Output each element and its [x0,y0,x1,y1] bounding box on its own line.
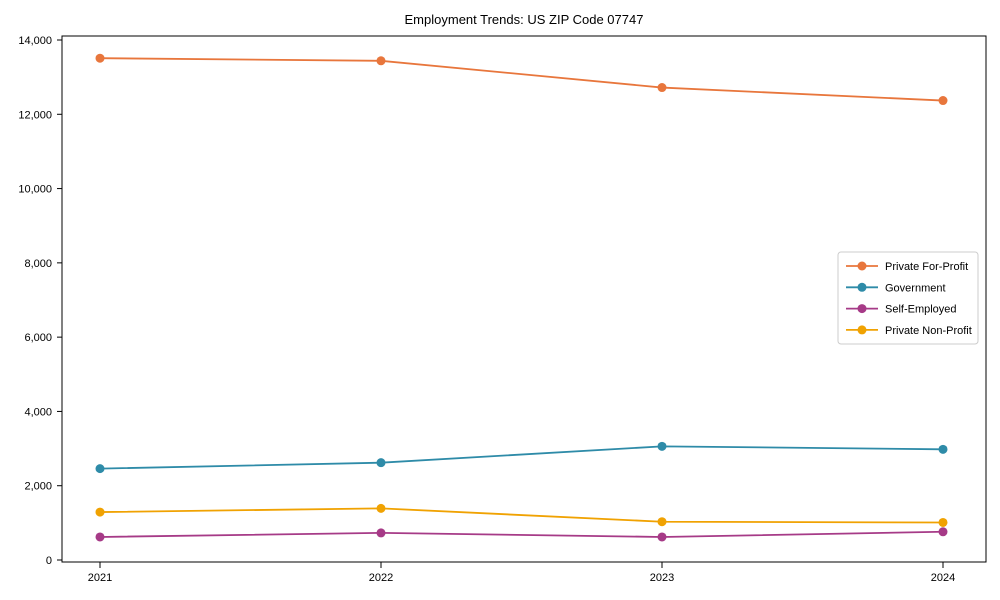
legend-item: Government [846,282,946,294]
legend-label: Government [885,282,946,294]
data-point-self-employed-2024 [938,527,948,537]
legend: Private For-Profit Government Self-Employe… [837,251,979,345]
data-point-private-non-profit-2022 [376,503,386,513]
legend-marker [857,261,867,271]
data-point-self-employed-2023 [657,532,667,542]
x-tick-label: 2023 [650,572,674,584]
data-point-private-non-profit-2023 [657,517,667,527]
series-line-government [99,445,944,470]
data-point-government-2021 [95,464,105,474]
y-tick-label: 12,000 [18,109,52,121]
series-line-private-non-profit [99,507,944,524]
series-line-private-for-profit [99,57,944,102]
y-tick-label: 10,000 [18,184,52,196]
data-point-private-non-profit-2021 [95,507,105,517]
legend-label: Self-Employed [885,304,957,316]
data-point-self-employed-2022 [376,528,386,538]
data-point-self-employed-2021 [95,532,105,542]
y-tick-label: 0 [46,555,52,567]
data-point-government-2022 [376,458,386,468]
data-point-private-for-profit-2022 [376,56,386,66]
y-tick-label: 14,000 [18,35,52,47]
series-line-self-employed [99,530,944,538]
data-point-private-non-profit-2024 [938,517,948,527]
legend-item: Self-Employed [846,304,957,316]
y-tick-label: 6,000 [24,332,52,344]
legend-label: Private Non-Profit [885,325,972,337]
data-point-government-2024 [938,444,948,454]
data-point-private-for-profit-2021 [95,53,105,63]
plot-spines [61,35,987,563]
x-tick-label: 2022 [369,572,393,584]
y-tick-label: 4,000 [24,406,52,418]
legend-marker [857,304,867,314]
legend-label: Private For-Profit [885,261,968,273]
data-point-private-for-profit-2023 [657,83,667,93]
chart-title: Employment Trends: US ZIP Code 07747 [405,12,644,27]
x-tick-label: 2024 [931,572,955,584]
x-tick-label: 2021 [88,572,112,584]
legend-marker [857,282,867,292]
legend-item: Private For-Profit [846,261,968,273]
data-point-private-for-profit-2024 [938,96,948,106]
legend-frame [837,251,979,345]
legend-marker [857,325,867,335]
y-tick-label: 8,000 [24,258,52,270]
y-tick-label: 2,000 [24,481,52,493]
legend-item: Private Non-Profit [846,325,972,337]
series-group [95,53,948,542]
data-point-government-2023 [657,441,667,451]
plot-area: 0 2,000 4,000 6,000 8,000 10,000 12,000 14,000 2… [18,35,987,584]
